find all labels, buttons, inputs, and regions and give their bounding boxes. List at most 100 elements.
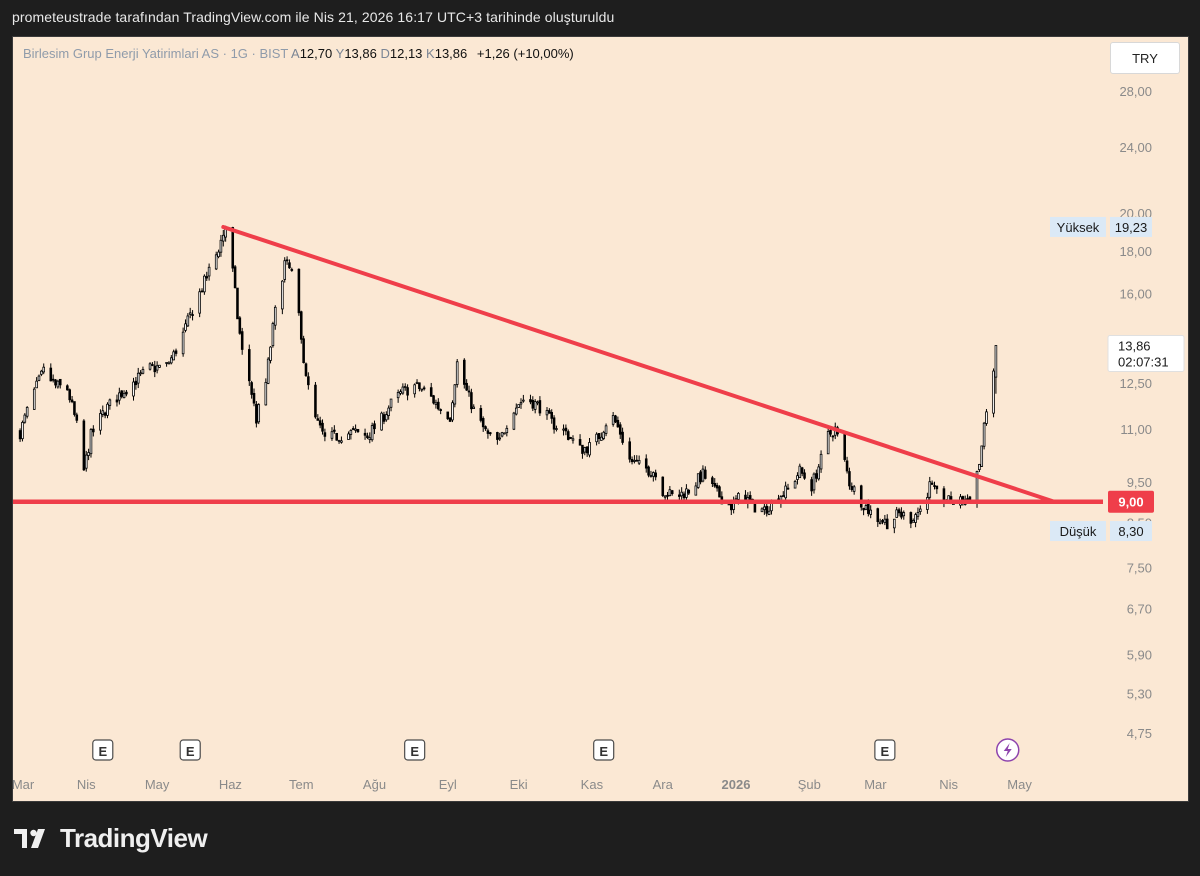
candle: [84, 450, 88, 472]
chart-caption: prometeustrade tarafından TradingView.co…: [12, 9, 615, 25]
x-tick-label: Mar: [864, 777, 887, 792]
candle: [571, 435, 575, 444]
candle: [134, 376, 138, 390]
currency-button[interactable]: TRY: [1110, 42, 1180, 74]
candle: [533, 399, 537, 414]
candle: [859, 484, 863, 511]
x-tick-label: Kas: [581, 777, 604, 792]
candle: [550, 409, 554, 424]
y-tick-label: 16,00: [1119, 287, 1152, 302]
candle: [356, 428, 360, 433]
candle: [484, 425, 487, 431]
candle: [467, 385, 471, 397]
candle: [87, 448, 90, 461]
candle: [415, 379, 419, 385]
candles-group: [18, 225, 998, 534]
change-value: +1,26 (+10,00%): [476, 46, 574, 61]
candle: [465, 379, 468, 391]
candle: [446, 411, 450, 421]
candle: [198, 288, 201, 318]
candle: [883, 514, 887, 526]
candle: [219, 234, 223, 257]
candle: [283, 257, 287, 283]
candle: [699, 470, 702, 485]
candle: [73, 401, 76, 417]
candle: [250, 380, 253, 399]
candle: [538, 396, 542, 416]
x-tick-label: Ağu: [363, 777, 386, 792]
candle: [798, 463, 802, 479]
candle: [848, 467, 851, 490]
candle: [668, 486, 672, 497]
candle: [881, 518, 884, 525]
x-tick-label: Şub: [798, 777, 821, 792]
earnings-marker-icon: E: [593, 739, 615, 761]
candle: [630, 456, 634, 465]
candle: [314, 381, 317, 419]
candle: [406, 384, 409, 401]
candle: [203, 274, 206, 295]
candle: [878, 518, 882, 525]
candle: [380, 411, 383, 431]
candle: [451, 400, 454, 423]
chart-panel[interactable]: 28,0024,0020,0018,0016,0012,5011,009,508…: [12, 36, 1189, 802]
candle: [66, 384, 69, 391]
candle: [548, 408, 551, 414]
svg-text:E: E: [881, 744, 890, 759]
candle: [670, 489, 674, 496]
candle: [581, 444, 584, 459]
earnings-marker-icon: E: [404, 739, 426, 761]
candle: [472, 404, 476, 409]
candle: [628, 437, 631, 463]
candle: [763, 503, 766, 515]
candle: [434, 399, 438, 409]
candle: [588, 437, 591, 458]
candle: [911, 518, 915, 523]
candle: [616, 416, 620, 428]
earnings-marker-icon: E: [874, 739, 896, 761]
candle: [711, 475, 714, 488]
candle: [978, 463, 981, 473]
candle: [564, 424, 568, 436]
candle: [108, 398, 112, 410]
candle: [115, 394, 119, 407]
candle: [420, 388, 424, 392]
candle: [56, 379, 60, 389]
candle: [101, 405, 105, 418]
candle: [817, 463, 820, 481]
svg-text:9,00: 9,00: [1118, 495, 1143, 510]
candle: [40, 369, 43, 377]
candle: [222, 229, 225, 247]
candle: [136, 367, 140, 389]
candle: [994, 345, 998, 394]
candle: [255, 401, 258, 428]
candle: [666, 491, 669, 501]
candle: [333, 425, 336, 434]
candle: [337, 439, 341, 444]
candle: [552, 415, 556, 434]
candle: [496, 431, 499, 445]
x-tick-label: Haz: [219, 777, 242, 792]
candle: [231, 226, 235, 272]
candle: [437, 398, 440, 411]
candle: [930, 480, 934, 485]
candle: [637, 455, 641, 465]
candle: [618, 422, 622, 439]
price-chart[interactable]: 28,0024,0020,0018,0016,0012,5011,009,508…: [13, 37, 1188, 801]
symbol-name: Birlesim Grup Enerji Yatirimlari AS · 1G…: [23, 46, 289, 61]
candle: [578, 434, 582, 446]
candle: [35, 377, 38, 389]
y-tick-label: 28,00: [1119, 84, 1152, 99]
candle: [122, 390, 126, 399]
candle: [148, 362, 152, 371]
tradingview-logo: TradingView: [14, 823, 208, 854]
x-tick-label: Nis: [77, 777, 96, 792]
candle: [519, 398, 523, 409]
candle: [897, 507, 901, 517]
candle: [900, 507, 903, 520]
candle: [682, 491, 686, 500]
candle: [68, 388, 71, 403]
candle: [236, 287, 239, 320]
candle: [810, 476, 813, 496]
candle: [649, 470, 653, 478]
